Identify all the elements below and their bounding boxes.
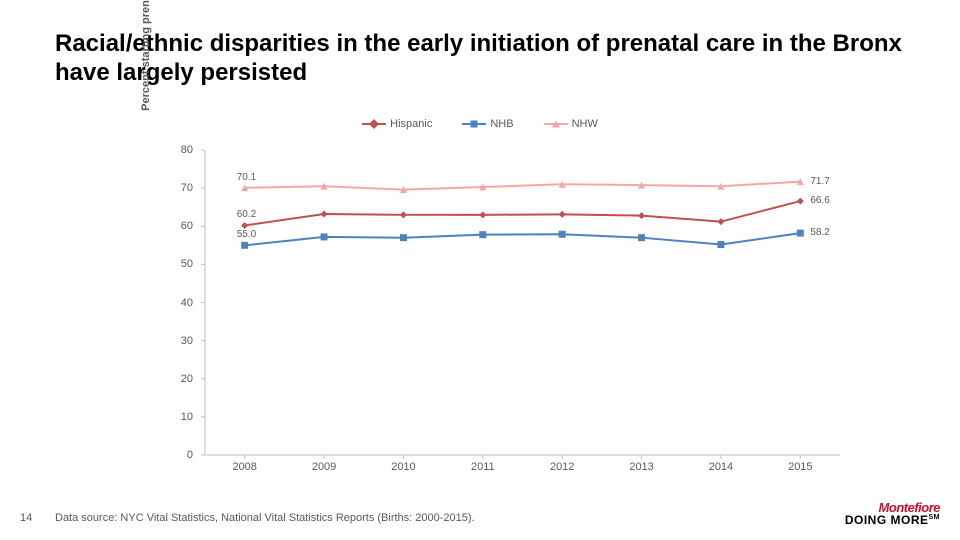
data-label: 55.0 (237, 229, 256, 240)
y-tick-label: 30 (181, 335, 193, 347)
logo-tagline: DOING MORESM (845, 514, 940, 526)
data-label: 70.1 (237, 172, 256, 183)
data-label: 58.2 (810, 227, 829, 238)
x-tick-label: 2013 (629, 461, 653, 473)
y-axis-label: Percent starting prenatal care in the fi… (140, 0, 152, 145)
x-tick-label: 2008 (232, 461, 256, 473)
y-tick-label: 70 (181, 182, 193, 194)
legend-item: Hispanic (362, 118, 432, 130)
x-tick-label: 2009 (312, 461, 336, 473)
y-tick-label: 20 (181, 373, 193, 385)
line-chart: 0 10 20 30 40 50 60 70 80 2008 2009 2010 2011 2012 201… (160, 140, 880, 480)
y-tick-label: 60 (181, 220, 193, 232)
data-label: 71.7 (810, 176, 829, 187)
data-label: 60.2 (237, 209, 256, 220)
legend-item: NHW (544, 118, 598, 130)
y-tick-label: 50 (181, 258, 193, 270)
page-number: 14 (20, 512, 32, 524)
data-label: 66.6 (810, 195, 829, 206)
y-tick-label: 40 (181, 297, 193, 309)
source-note: Data source: NYC Vital Statistics, Natio… (55, 512, 475, 524)
x-tick-label: 2011 (471, 461, 495, 473)
x-tick-label: 2010 (391, 461, 415, 473)
chart-title: Racial/ethnic disparities in the early i… (55, 30, 905, 88)
legend-item: NHB (462, 118, 513, 130)
y-tick-label: 80 (181, 144, 193, 156)
x-tick-label: 2014 (709, 461, 733, 473)
x-tick-label: 2015 (788, 461, 812, 473)
y-tick-label: 0 (187, 449, 193, 461)
y-tick-label: 10 (181, 411, 193, 423)
x-tick-label: 2012 (550, 461, 574, 473)
logo: Montefiore DOING MORESM (845, 501, 940, 526)
